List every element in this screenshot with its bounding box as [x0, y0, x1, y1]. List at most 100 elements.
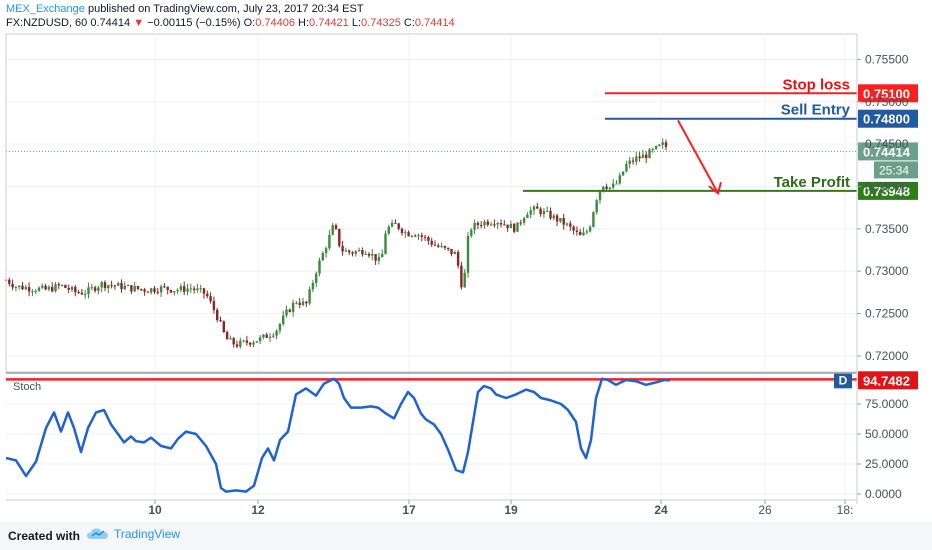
time-tick-label: 24: [654, 503, 668, 517]
candle-body: [658, 144, 661, 146]
candle-body: [47, 286, 51, 290]
candle-body: [110, 285, 113, 287]
candle-body: [460, 265, 463, 288]
level-price-badge: [858, 109, 918, 128]
candle-body: [216, 309, 219, 321]
candle-body: [628, 160, 631, 164]
candle-body: [585, 231, 588, 233]
candle-body: [572, 226, 575, 231]
candle-body: [93, 287, 97, 291]
candle-body: [447, 247, 450, 249]
candle-body: [169, 289, 173, 293]
candle-body: [136, 286, 140, 289]
candle-body: [430, 240, 433, 245]
candle-body: [565, 223, 569, 225]
price-tick-label: 0.75000: [865, 95, 909, 109]
candle-body: [192, 288, 196, 291]
candle-body: [532, 206, 536, 211]
candle-body: [74, 287, 77, 293]
candle-body: [529, 210, 532, 215]
candle-body: [506, 224, 509, 229]
candle-body: [87, 287, 90, 295]
candle-body: [311, 282, 315, 290]
candle-body: [77, 292, 80, 294]
candle-body: [245, 340, 249, 343]
candle-body: [272, 335, 275, 337]
candle-body: [648, 149, 651, 159]
level-price-value: 0.74800: [863, 112, 910, 127]
candle-body: [140, 288, 143, 290]
candle-body: [166, 286, 169, 290]
candle-body: [374, 254, 377, 261]
price-tick-label: 0.74500: [865, 137, 909, 151]
candle-body: [519, 222, 522, 224]
open-value: 0.74406: [255, 17, 295, 29]
candle-body: [117, 282, 120, 286]
candle-body: [443, 246, 447, 248]
candle-body: [324, 248, 328, 254]
candle-body: [285, 309, 288, 316]
candle-body: [618, 175, 621, 184]
low-value: 0.74325: [361, 17, 401, 29]
price-chart[interactable]: Stop loss 0.75100 Sell Entry 0.74800 Take Pr…: [0, 0, 932, 522]
candle-body: [60, 284, 64, 286]
level-label: Sell Entry: [781, 102, 851, 119]
candle-body: [549, 210, 552, 219]
change-value: −0.00115 (−0.15%): [147, 17, 241, 29]
last-price: 0.74414: [90, 17, 131, 29]
candle-body: [150, 288, 153, 293]
candle-body: [595, 200, 598, 213]
candle-body: [206, 293, 209, 297]
candle-body: [255, 341, 258, 343]
candle-body: [229, 338, 232, 340]
candle-body: [516, 222, 519, 232]
candle-body: [592, 212, 595, 227]
candles: [4, 138, 668, 349]
close-label: C:: [403, 17, 415, 29]
candle-body: [334, 225, 338, 229]
candle-body: [579, 231, 582, 236]
stoch-value: 94.7482: [863, 373, 910, 388]
level-price-value: 0.73948: [863, 184, 910, 199]
time-tick-label: 17: [402, 503, 416, 517]
open-label: O:: [243, 17, 256, 29]
candle-body: [470, 229, 473, 236]
candle-body: [526, 214, 529, 219]
candle-body: [608, 187, 612, 189]
candle-body: [123, 285, 126, 290]
candle-body: [288, 309, 291, 312]
candle-body: [476, 222, 480, 226]
candle-body: [183, 286, 186, 292]
candle-body: [126, 285, 130, 287]
stoch-tick-label: 50.0000: [865, 427, 909, 441]
level-price-badge: [858, 181, 918, 200]
stoch-d-badge: [834, 372, 852, 389]
candle-body: [133, 286, 136, 292]
candle-body: [97, 287, 100, 291]
candle-body: [559, 218, 562, 222]
candle-body: [199, 288, 202, 290]
grid: [6, 34, 857, 498]
candle-body: [453, 252, 456, 254]
candle-body: [275, 330, 278, 336]
candle-body: [27, 287, 31, 292]
low-label: L:: [351, 17, 362, 29]
candle-body: [542, 210, 546, 215]
candle-body: [321, 253, 324, 261]
publisher-link[interactable]: MEX_Exchange: [6, 3, 85, 15]
candle-body: [176, 290, 179, 292]
tradingview-brand-label: TradingView: [114, 527, 181, 541]
stochastic-panel: Stoch D 94.7482: [5, 371, 918, 493]
candle-body: [344, 250, 348, 252]
price-tick-label: 0.72000: [865, 349, 909, 363]
candle-body: [64, 284, 67, 288]
stoch-tick-label: 0.0000: [865, 487, 902, 501]
candle-body: [437, 245, 440, 247]
candle-body: [384, 233, 387, 255]
tradingview-logo[interactable]: TradingView: [86, 527, 180, 541]
candle-body: [163, 286, 166, 288]
candle-body: [348, 250, 351, 253]
candle-body: [57, 284, 60, 286]
candle-body: [496, 223, 499, 225]
candle-body: [24, 287, 27, 290]
